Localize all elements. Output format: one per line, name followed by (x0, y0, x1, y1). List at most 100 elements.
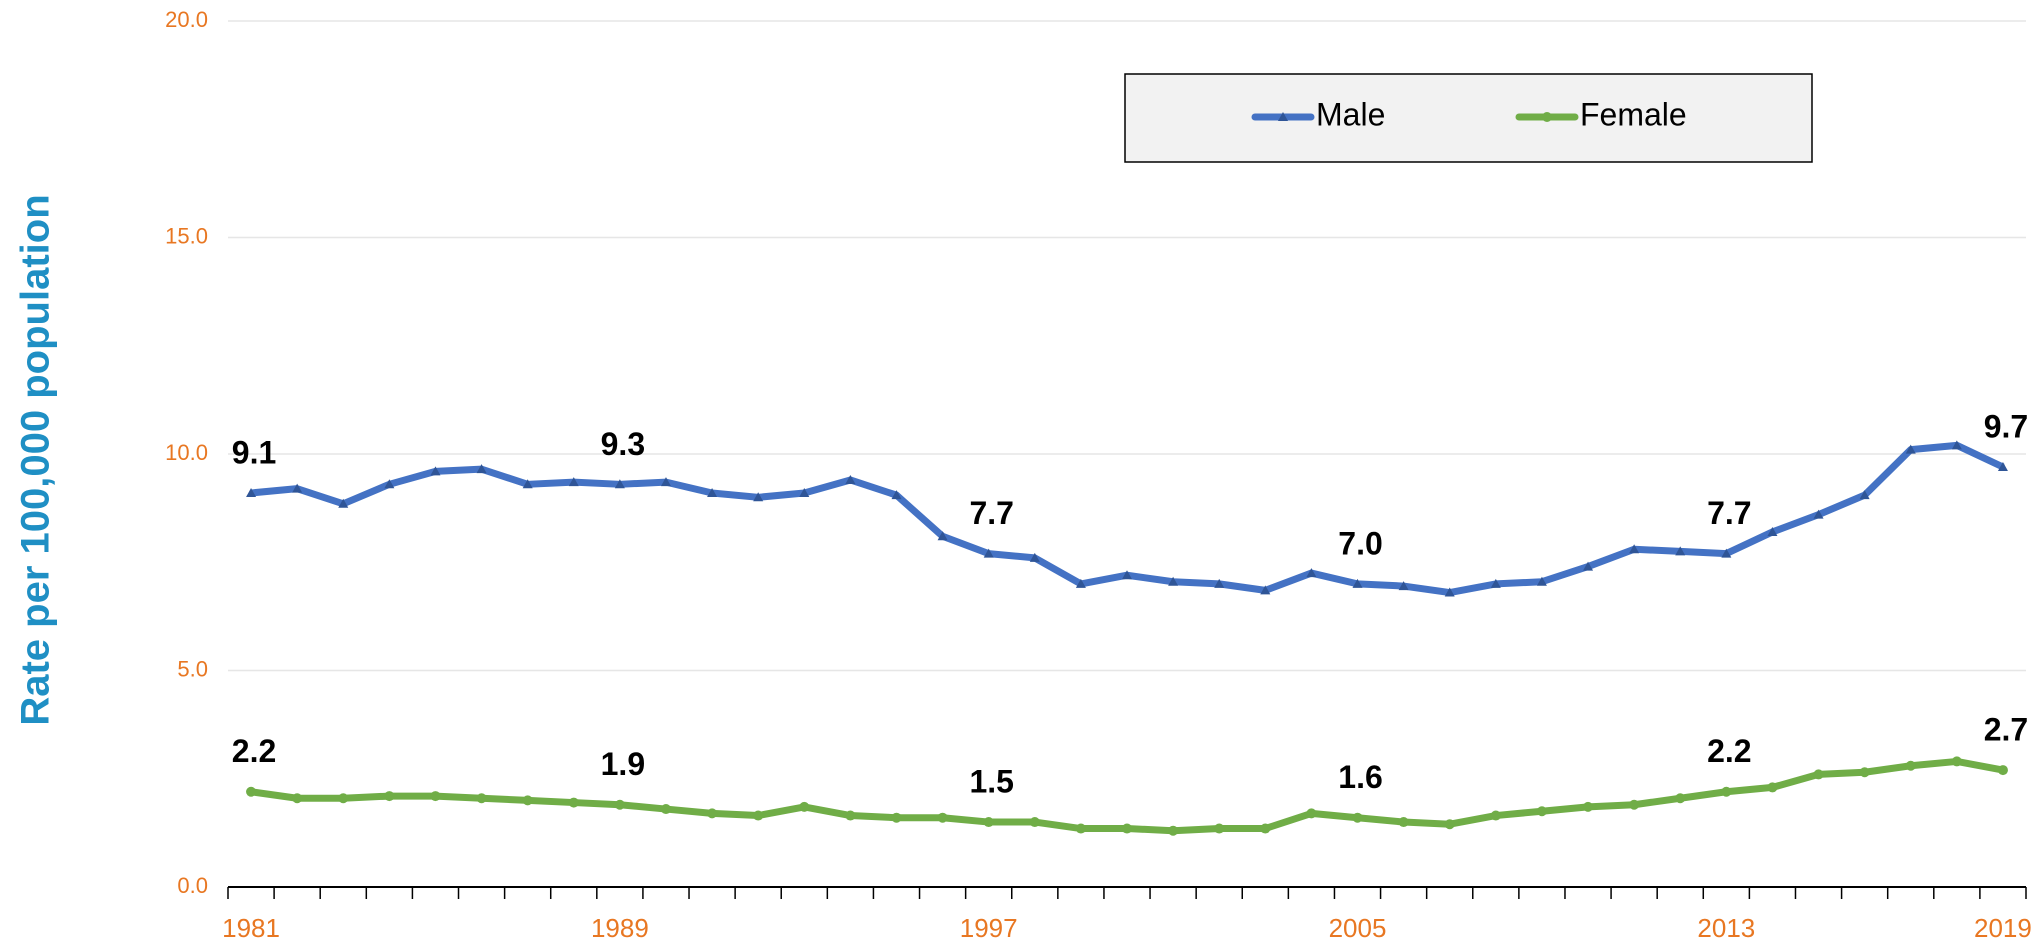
legend-marker (1278, 112, 1288, 121)
data-label: 9.7 (1984, 408, 2028, 444)
legend-marker (1542, 112, 1552, 122)
x-tick-label: 2005 (1329, 913, 1387, 943)
x-tick-label: 2013 (1697, 913, 1755, 943)
marker (1905, 760, 1916, 771)
marker (1122, 823, 1132, 834)
marker (1122, 570, 1132, 580)
y-tick-label: 5.0 (177, 656, 208, 681)
y-tick-label: 0.0 (177, 873, 208, 898)
y-tick-label: 10.0 (165, 440, 208, 465)
marker (753, 810, 764, 821)
marker (660, 804, 671, 815)
marker (1214, 823, 1225, 834)
marker (1905, 444, 1916, 454)
marker (937, 812, 948, 823)
marker (1352, 578, 1363, 588)
marker (1675, 546, 1686, 556)
data-label: 1.9 (601, 746, 645, 782)
marker (1859, 490, 1870, 500)
marker (1813, 769, 1824, 780)
data-label: 7.7 (969, 495, 1013, 531)
y-tick-label: 15.0 (165, 223, 208, 248)
marker (1214, 578, 1225, 588)
marker (1398, 817, 1409, 828)
marker (845, 474, 856, 484)
marker (1352, 812, 1363, 823)
marker (891, 490, 902, 500)
marker (292, 793, 303, 804)
marker (1260, 585, 1271, 595)
marker (614, 799, 625, 810)
marker (1444, 587, 1455, 597)
marker (430, 791, 441, 802)
marker (338, 793, 349, 804)
marker (1583, 561, 1594, 571)
series-line (250, 757, 2004, 835)
data-label: 2.2 (1707, 733, 1751, 769)
data-label: 9.3 (601, 426, 645, 462)
marker (430, 466, 441, 476)
marker (1721, 548, 1732, 558)
marker (937, 531, 948, 541)
marker (1721, 786, 1732, 797)
data-label: 1.6 (1338, 759, 1382, 795)
marker (707, 808, 718, 819)
marker (476, 793, 487, 804)
marker (614, 479, 625, 489)
marker (1490, 578, 1501, 588)
data-label: 9.1 (232, 434, 276, 470)
data-label: 2.7 (1984, 712, 2028, 748)
marker (1536, 576, 1547, 586)
marker (845, 810, 856, 821)
marker (1029, 552, 1040, 562)
marker (753, 492, 764, 502)
marker (1075, 823, 1086, 834)
marker (522, 479, 533, 489)
marker (246, 487, 257, 497)
data-label: 2.2 (232, 733, 276, 769)
marker (1168, 825, 1179, 836)
marker (983, 817, 994, 828)
marker (568, 477, 579, 487)
data-label: 1.5 (969, 764, 1013, 800)
marker (1951, 440, 1962, 450)
x-tick-label: 2019 (1974, 913, 2032, 943)
marker (568, 797, 579, 808)
legend-label: Female (1580, 96, 1687, 132)
marker (1444, 819, 1455, 830)
marker (799, 487, 810, 497)
marker (1029, 817, 1040, 828)
marker (1536, 806, 1547, 817)
marker (246, 786, 257, 797)
legend-label: Male (1316, 96, 1385, 132)
marker (1490, 810, 1501, 821)
marker (891, 812, 902, 823)
marker (384, 479, 395, 489)
marker (799, 801, 810, 812)
marker (1398, 581, 1409, 591)
legend-box (1124, 73, 1813, 163)
marker (1168, 576, 1179, 586)
marker (384, 791, 395, 802)
y-tick-label: 20.0 (165, 7, 208, 32)
data-label: 7.0 (1338, 525, 1382, 561)
marker (1859, 767, 1870, 778)
marker (292, 483, 303, 493)
marker (1813, 509, 1824, 519)
marker (660, 477, 671, 487)
marker (476, 464, 487, 474)
marker (1629, 799, 1640, 810)
x-tick-label: 1989 (591, 913, 649, 943)
y-axis-label: Rate per 100,000 population (14, 194, 58, 725)
x-tick-label: 1997 (960, 913, 1018, 943)
marker (522, 795, 533, 806)
marker (1306, 568, 1317, 578)
marker (1675, 793, 1686, 804)
marker (338, 498, 349, 508)
marker (983, 548, 994, 558)
marker (1767, 782, 1778, 793)
x-tick-label: 1981 (222, 913, 280, 943)
marker (1767, 526, 1778, 536)
marker (1997, 765, 2008, 776)
